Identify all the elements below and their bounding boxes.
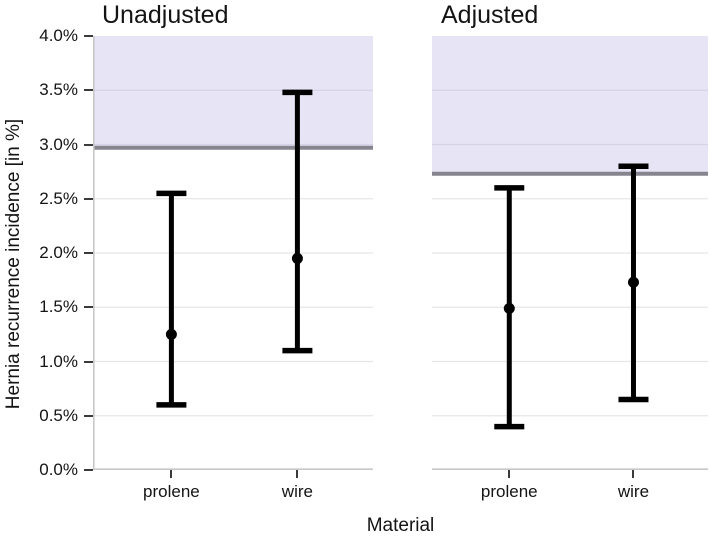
- y-tick-label: 0.5%: [39, 405, 78, 425]
- error-bar-prolene: [494, 185, 525, 430]
- significance-band: [432, 36, 708, 174]
- y-tick-mark: [84, 306, 93, 309]
- point-estimate: [503, 302, 515, 314]
- y-tick-label: 1.5%: [39, 297, 78, 317]
- significance-band: [93, 36, 373, 148]
- error-bar-prolene: [156, 190, 187, 408]
- y-tick-label: 1.0%: [39, 351, 78, 371]
- y-tick-mark: [84, 360, 93, 363]
- error-bar-wire: [618, 163, 649, 403]
- point-estimate: [165, 328, 177, 340]
- panel-title-adjusted: Adjusted: [441, 1, 539, 29]
- y-tick-label: 4.0%: [39, 26, 78, 45]
- y-tick-label: 3.5%: [39, 80, 78, 100]
- y-tick-mark: [84, 197, 93, 200]
- x-tick-label: prolene: [480, 482, 538, 501]
- x-axis-title: Material: [366, 515, 435, 536]
- y-tick-mark: [84, 35, 93, 37]
- y-tick-label: 0.0%: [39, 460, 78, 479]
- y-tick-mark: [84, 89, 93, 92]
- point-estimate: [291, 252, 303, 264]
- x-tick-label: prolene: [143, 482, 200, 501]
- y-tick-label: 3.0%: [39, 134, 78, 154]
- y-tick-label: 2.5%: [39, 188, 78, 208]
- y-tick-mark: [84, 469, 93, 471]
- panel-title-unadjusted: Unadjusted: [102, 1, 229, 29]
- y-tick-mark: [84, 252, 93, 254]
- x-tick-mark: [170, 470, 173, 478]
- panel-adjusted: [432, 36, 708, 470]
- y-tick-label: 2.0%: [39, 243, 78, 262]
- x-tick-mark: [508, 470, 511, 478]
- x-tick-label: wire: [617, 482, 650, 501]
- y-tick-mark: [84, 143, 93, 146]
- x-tick-label: wire: [281, 482, 313, 501]
- error-bar-wire: [282, 89, 313, 354]
- x-tick-mark: [632, 470, 635, 478]
- y-tick-mark: [84, 414, 93, 417]
- point-estimate: [627, 276, 639, 288]
- panel-unadjusted: [93, 36, 373, 470]
- x-tick-mark: [296, 470, 299, 478]
